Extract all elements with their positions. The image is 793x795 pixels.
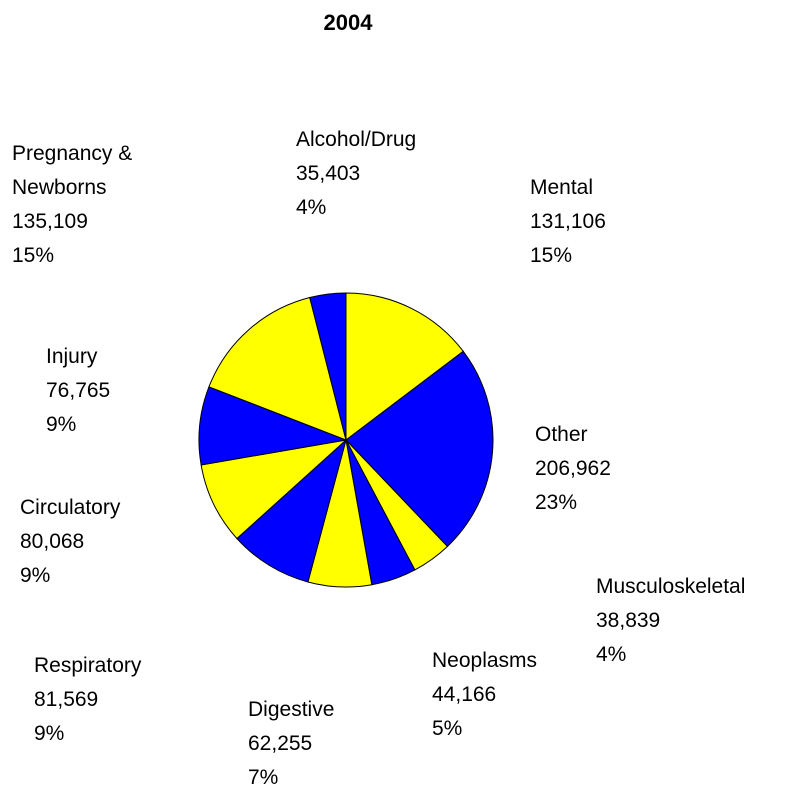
pie-slice [236,438,347,583]
slice-value: 206,962 [535,457,611,480]
slice-value: 62,255 [248,732,313,755]
slice-percent: 15% [12,244,55,267]
slice-value: 80,068 [20,530,85,553]
slice-label: Circulatory 80,068 9% [20,491,120,593]
slice-name: Other [535,423,588,446]
slice-percent: 4% [296,196,327,219]
slice-label: Other 206,962 23% [535,418,611,520]
slice-value: 131,106 [530,210,606,233]
slice-name: Respiratory [34,654,142,677]
slice-label: Digestive 62,255 7% [248,693,334,795]
slice-percent: 15% [530,244,573,267]
slice-value: 35,403 [296,162,361,185]
slice-label: Musculoskeletal 38,839 4% [596,570,745,672]
slice-name: Pregnancy & Newborns [12,142,133,199]
slice-percent: 5% [432,717,463,740]
slice-name: Injury [46,345,98,368]
slice-value: 135,109 [12,210,88,233]
slice-label: Alcohol/Drug 35,403 4% [296,123,416,225]
chart-title: 2004 [323,10,373,35]
slice-label: Pregnancy & Newborns 135,109 15% [12,137,172,273]
slice-label: Respiratory 81,569 9% [34,649,141,751]
pie-slice [345,292,464,442]
pie-slice [345,350,494,548]
slice-name: Circulatory [20,496,121,519]
slice-value: 76,765 [46,379,111,402]
slice-label: Mental 131,106 15% [530,171,606,273]
slice-value: 44,166 [432,683,497,706]
slice-label: Neoplasms 44,166 5% [432,644,537,746]
pie-slice [200,439,348,540]
pie-slice [309,292,347,441]
slice-name: Musculoskeletal [596,575,746,598]
slice-percent: 9% [34,722,65,745]
slice-value: 38,839 [596,609,661,632]
slice-percent: 23% [535,491,578,514]
slice-name: Neoplasms [432,649,538,672]
slice-label: Injury 76,765 9% [46,340,110,442]
pie-slice [208,296,347,441]
slice-percent: 7% [248,766,279,789]
slice-name: Digestive [248,698,335,721]
slice-percent: 4% [596,643,627,666]
slice-name: Alcohol/Drug [296,128,417,151]
slice-percent: 9% [20,564,51,587]
slice-name: Mental [530,176,594,199]
slice-percent: 9% [46,413,77,436]
slice-value: 81,569 [34,688,99,711]
